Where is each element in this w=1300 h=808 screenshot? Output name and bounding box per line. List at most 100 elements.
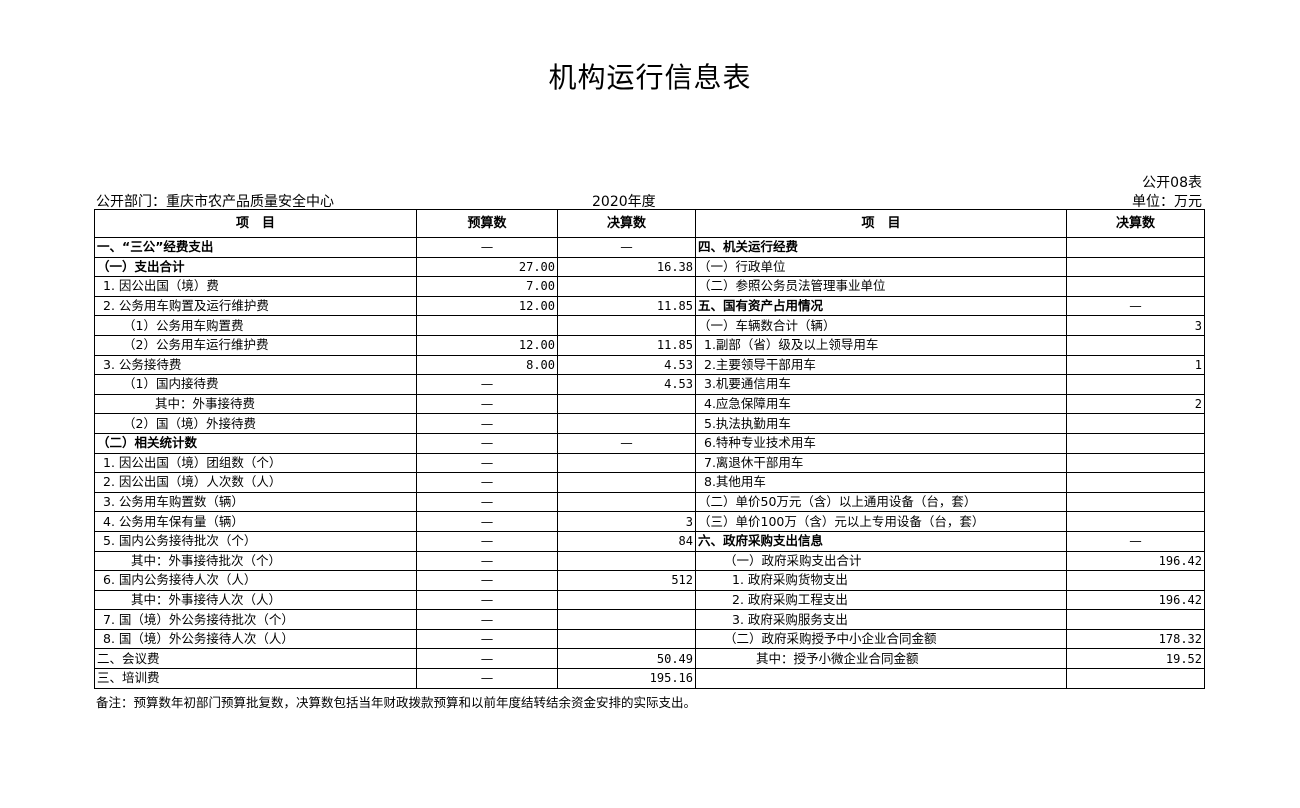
- budget-cell: —: [416, 393, 558, 415]
- right-item-cell: 五、国有资产占用情况: [695, 295, 1067, 317]
- right-final-cell: [1066, 334, 1205, 356]
- right-final-cell: 196.42: [1066, 589, 1205, 611]
- right-item-cell: （一）行政单位: [695, 256, 1067, 278]
- year-label: 2020年度: [592, 194, 656, 210]
- budget-cell: —: [416, 511, 558, 532]
- left-item-cell: 其中：外事接待批次（个）: [94, 550, 417, 572]
- table-row: 2. 公务用车购置及运行维护费 12.00 11.85 五、国有资产占用情况 —: [94, 295, 1205, 317]
- table-row: 一、“三公”经费支出 — — 四、机关运行经费: [94, 237, 1205, 258]
- right-item-cell: [695, 668, 1067, 689]
- right-item-cell: 4.应急保障用车: [695, 393, 1067, 415]
- final-cell: 16.38: [557, 256, 696, 278]
- table-row: 其中：外事接待批次（个） — （一）政府采购支出合计 196.42: [94, 550, 1205, 572]
- header-item2: 项 目: [695, 209, 1067, 238]
- right-item-cell: 8.其他用车: [695, 472, 1067, 493]
- table-row: 4. 公务用车保有量（辆） —3 （三）单价100万（含）元以上专用设备（台，套）: [94, 511, 1205, 532]
- final-cell: 11.85: [557, 334, 696, 356]
- left-item-cell: （1）国内接待费: [94, 374, 417, 395]
- final-cell: [557, 276, 696, 297]
- right-final-cell: [1066, 511, 1205, 532]
- budget-cell: —: [416, 472, 558, 493]
- final-cell: 4.53: [557, 354, 696, 376]
- right-item-cell: 3. 政府采购服务支出: [695, 609, 1067, 630]
- left-item-cell: 二、会议费: [94, 648, 417, 670]
- right-final-cell: 178.32: [1066, 628, 1205, 650]
- final-cell: —: [557, 237, 696, 258]
- right-final-cell: [1066, 491, 1205, 513]
- table-row: 3. 公务接待费 8.00 4.53 2.主要领导干部用车 1: [94, 354, 1205, 376]
- final-cell: —: [557, 432, 696, 454]
- final-cell: [557, 452, 696, 474]
- table-row: 1. 因公出国（境）团组数（个） — 7.离退休干部用车: [94, 452, 1205, 474]
- left-item-cell: 2. 因公出国（境）人次数（人）: [94, 472, 417, 493]
- table-number: 公开08表: [1142, 175, 1202, 191]
- right-item-cell: 7.离退休干部用车: [695, 452, 1067, 474]
- budget-cell: —: [416, 237, 558, 258]
- header-budget: 预算数: [416, 209, 558, 238]
- table-row: 其中：外事接待人次（人） — 2. 政府采购工程支出 196.42: [94, 589, 1205, 611]
- budget-cell: —: [416, 570, 558, 591]
- unit-label: 单位：万元: [1132, 194, 1202, 210]
- budget-cell: —: [416, 609, 558, 630]
- right-item-cell: （二）参照公务员法管理事业单位: [695, 276, 1067, 297]
- right-final-cell: [1066, 570, 1205, 591]
- left-item-cell: 3. 公务用车购置数（辆）: [94, 491, 417, 513]
- right-final-cell: [1066, 432, 1205, 454]
- budget-cell: —: [416, 432, 558, 454]
- right-item-cell: （一）车辆数合计（辆）: [695, 315, 1067, 336]
- right-item-cell: 1.副部（省）级及以上领导用车: [695, 334, 1067, 356]
- budget-cell: 27.00: [416, 256, 558, 278]
- right-final-cell: —: [1066, 295, 1205, 317]
- budget-cell: 12.00: [416, 295, 558, 317]
- final-cell: [557, 413, 696, 434]
- right-final-cell: 196.42: [1066, 550, 1205, 572]
- final-cell: 3: [557, 511, 696, 532]
- right-final-cell: [1066, 276, 1205, 297]
- right-item-cell: 2. 政府采购工程支出: [695, 589, 1067, 611]
- right-item-cell: 1. 政府采购货物支出: [695, 570, 1067, 591]
- right-item-cell: （二）单价50万元（含）以上通用设备（台，套）: [695, 491, 1067, 513]
- page-title: 机构运行信息表: [548, 61, 752, 94]
- table-row: 8. 国（境）外公务接待人次（人） — （二）政府采购授予中小企业合同金额 178.3…: [94, 628, 1205, 650]
- final-cell: [557, 628, 696, 650]
- left-item-cell: 3. 公务接待费: [94, 354, 417, 376]
- right-item-cell: 6.特种专业技术用车: [695, 432, 1067, 454]
- final-cell: [557, 491, 696, 513]
- left-item-cell: 其中：外事接待费: [94, 393, 417, 415]
- budget-cell: 7.00: [416, 276, 558, 297]
- right-item-cell: 3.机要通信用车: [695, 374, 1067, 395]
- budget-cell: —: [416, 413, 558, 434]
- budget-cell: —: [416, 628, 558, 650]
- budget-cell: —: [416, 530, 558, 552]
- right-final-cell: 19.52: [1066, 648, 1205, 670]
- final-cell: 84: [557, 530, 696, 552]
- left-item-cell: 1. 因公出国（境）费: [94, 276, 417, 297]
- right-final-cell: 1: [1066, 354, 1205, 376]
- table-row: 其中：外事接待费 — 4.应急保障用车 2: [94, 393, 1205, 415]
- final-cell: [557, 393, 696, 415]
- table-row: 6. 国内公务接待人次（人） —512 1. 政府采购货物支出: [94, 570, 1205, 591]
- budget-cell: —: [416, 648, 558, 670]
- budget-cell: —: [416, 452, 558, 474]
- header-item: 项 目: [94, 209, 417, 238]
- left-item-cell: （2）公务用车运行维护费: [94, 334, 417, 356]
- header-final2: 决算数: [1066, 209, 1205, 238]
- table-row: （1）公务用车购置费 （一）车辆数合计（辆） 3: [94, 315, 1205, 336]
- left-item-cell: （一）支出合计: [94, 256, 417, 278]
- table-row: 2. 因公出国（境）人次数（人） — 8.其他用车: [94, 472, 1205, 493]
- table-row: 1. 因公出国（境）费 7.00 （二）参照公务员法管理事业单位: [94, 276, 1205, 297]
- header-row: 项 目 预算数 决算数 项 目 决算数: [94, 209, 1205, 238]
- final-cell: 11.85: [557, 295, 696, 317]
- table-row: 三、培训费 —195.16: [94, 668, 1205, 689]
- left-item-cell: 2. 公务用车购置及运行维护费: [94, 295, 417, 317]
- final-cell: [557, 589, 696, 611]
- left-item-cell: 4. 公务用车保有量（辆）: [94, 511, 417, 532]
- budget-cell: 8.00: [416, 354, 558, 376]
- budget-cell: —: [416, 589, 558, 611]
- left-item-cell: 8. 国（境）外公务接待人次（人）: [94, 628, 417, 650]
- final-cell: [557, 472, 696, 493]
- right-final-cell: [1066, 472, 1205, 493]
- left-item-cell: 6. 国内公务接待人次（人）: [94, 570, 417, 591]
- final-cell: 4.53: [557, 374, 696, 395]
- right-item-cell: 5.执法执勤用车: [695, 413, 1067, 434]
